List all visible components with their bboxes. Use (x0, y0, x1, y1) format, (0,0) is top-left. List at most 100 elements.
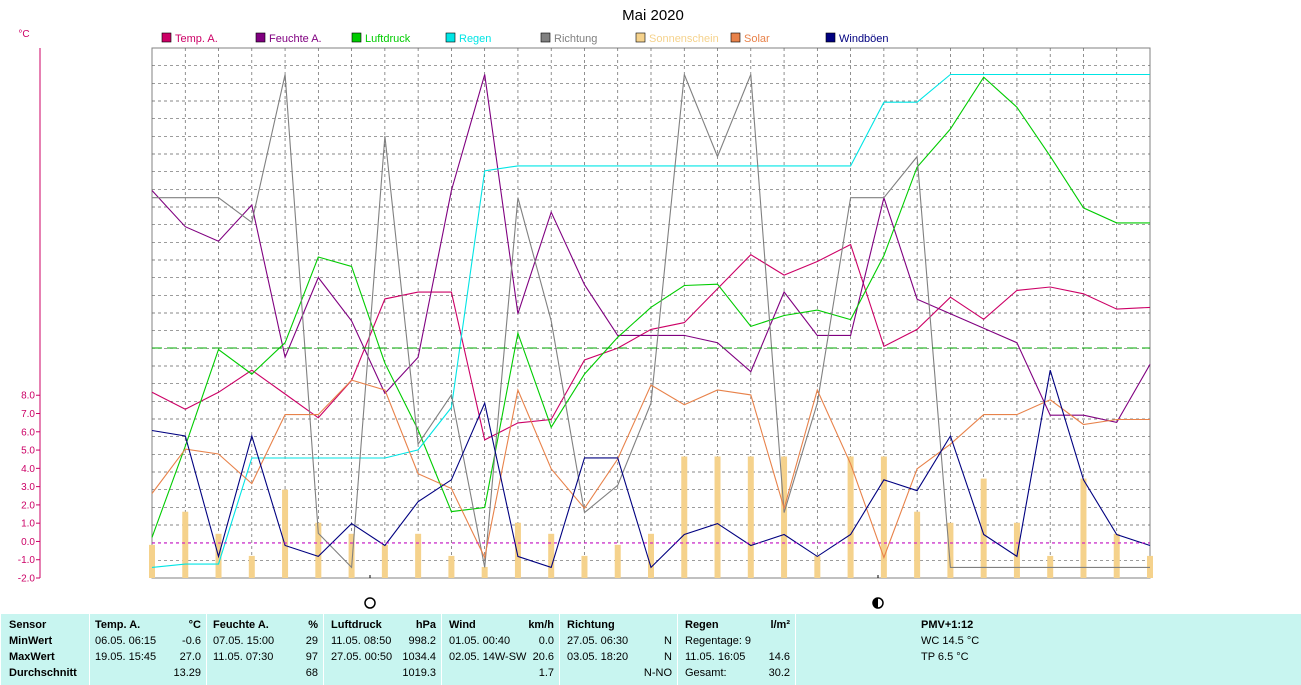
legend-item: Regen (445, 32, 491, 45)
luftdruck-min-time: 11.05. 08:50 (331, 635, 392, 647)
luftdruck-header: Luftdruck (331, 619, 382, 631)
pmv-tp: TP 6.5 °C (921, 651, 969, 663)
moon-full (364, 597, 376, 609)
feuchte-min-time: 07.05. 15:00 (213, 635, 275, 647)
regen-header: Regen (685, 619, 719, 631)
sunshine-bar (781, 456, 788, 578)
sunshine-bar (514, 522, 521, 578)
temp-unit: °C (188, 619, 201, 631)
wind-min: 0.0 (538, 635, 554, 647)
col-luftdruck: Luftdruck hPa 11.05. 08:50 998.2 27.05. 00… (323, 614, 442, 685)
series-lines (151, 73, 1151, 569)
sunshine-bar (315, 522, 322, 578)
wind-min-time: 01.05. 00:40 (449, 635, 511, 647)
y-tick-label: 6.0 (21, 427, 35, 438)
full-moon-icon (364, 597, 376, 609)
col-feuchte: Feuchte A.% 07.05. 15:00 29 11.05. 07:30 9… (206, 614, 324, 685)
legend-item: Sonnenschein (635, 32, 719, 45)
legend-label: Feuchte A. (269, 33, 322, 45)
legend-label: Windböen (839, 33, 889, 45)
legend-swatch (540, 32, 551, 43)
legend-swatch (161, 32, 172, 43)
series-line-richtung (152, 74, 1150, 569)
sunshine-bar (947, 522, 954, 578)
legend-item: Richtung (540, 32, 597, 45)
y-tick-label: 5.0 (21, 446, 35, 457)
max-label: MaxWert (9, 651, 55, 663)
sunshine-bar (381, 544, 388, 578)
sunshine-bar (481, 566, 488, 578)
luftdruck-max: 1034.4 (402, 651, 436, 663)
y-tick-label: 7.0 (21, 409, 35, 420)
chart-title: Mai 2020 (622, 7, 684, 24)
legend-item: Temp. A. (161, 32, 218, 45)
y-tick-label: -1.0 (18, 555, 36, 566)
y-unit-label: °C (18, 29, 29, 40)
sunshine-bar (1013, 522, 1020, 578)
sunshine-bar (248, 555, 255, 578)
sunshine-bar (415, 533, 422, 578)
moon-new (872, 597, 884, 609)
luftdruck-avg: 1019.3 (402, 667, 436, 679)
sunshine-bar (282, 489, 289, 578)
sunshine-bar (648, 533, 654, 578)
sensor-header: Sensor (9, 619, 47, 631)
y-tick-label: 2.0 (21, 500, 35, 511)
regen-gesamt: 30.2 (768, 667, 790, 679)
sunshine-bar (149, 544, 155, 578)
sunshine-bar (814, 555, 821, 578)
legend-label: Solar (744, 33, 770, 45)
feuchte-unit: % (308, 619, 318, 631)
y-ticks: 8.0 7.0 6.0 5.0 4.0 3.0 2.0 1.0 0.0 -1.0 -2.0 (18, 391, 40, 585)
new-moon-shade (873, 598, 878, 608)
temp-avg: 13.29 (173, 667, 201, 679)
temp-header: Temp. A. (95, 619, 141, 631)
sunshine-bar (980, 478, 987, 578)
legend-swatch (635, 32, 646, 43)
series-line-luftdruck (151, 76, 1150, 538)
sunshine-bar (880, 456, 887, 578)
series-line-temp-a- (151, 243, 1151, 441)
feuchte-header: Feuchte A. (213, 619, 269, 631)
legend-label: Regen (459, 33, 491, 45)
sunshine-bar (914, 511, 921, 578)
regen-gesamt-label: Gesamt: (685, 667, 727, 679)
col-richtung: Richtung 27.05. 06:30 N 03.05. 18:20 N N-N… (559, 614, 678, 685)
wind-header: Wind (449, 619, 476, 631)
richtung-header: Richtung (567, 619, 615, 631)
wind-max-time: 02.05. 14W-SW (449, 651, 527, 663)
series-line-windb-en (151, 370, 1151, 569)
col-pmv: PMV+1:12 WC 14.5 °C TP 6.5 °C (795, 614, 1301, 685)
legend-label: Luftdruck (365, 33, 411, 45)
sunshine-bar (681, 456, 688, 578)
weather-chart: Mai 2020 °C Temp. A. Feuchte A. Luftdruck R… (18, 7, 1153, 609)
temp-min-time: 06.05. 06:15 (95, 635, 157, 647)
y-tick-label: -2.0 (18, 574, 36, 585)
feuchte-max: 97 (305, 651, 318, 663)
legend-label: Temp. A. (175, 33, 218, 45)
legend-item: Windböen (825, 32, 889, 45)
legend-swatch (730, 32, 741, 43)
sunshine-bar (1080, 478, 1087, 578)
sunshine-bar (348, 533, 355, 578)
luftdruck-min: 998.2 (408, 635, 436, 647)
legend-item: Solar (730, 32, 770, 45)
wind-avg: 1.7 (538, 667, 554, 679)
temp-max-time: 19.05. 15:45 (95, 651, 157, 663)
y-tick-label: 8.0 (21, 391, 35, 402)
y-tick-label: 3.0 (21, 482, 35, 493)
legend-item: Feuchte A. (255, 32, 322, 45)
sunshine-bar (182, 511, 189, 578)
y-tick-label: 0.0 (21, 537, 35, 548)
regen-max-time: 11.05. 16:05 (685, 651, 746, 663)
y-tick-label: 1.0 (21, 519, 35, 530)
legend: Temp. A. Feuchte A. Luftdruck Regen Richtung… (161, 32, 889, 45)
sunshine-bar (581, 555, 588, 578)
feuchte-avg: 68 (305, 667, 318, 679)
wind-max: 20.6 (532, 651, 554, 663)
regen-unit: l/m² (770, 619, 790, 631)
col-temp: Temp. A. °C 06.05. 06:15 -0.6 19.05. 15:45… (89, 614, 207, 685)
col-regen: Regen l/m² Regentage: 9 11.05. 16:05 14.6 … (677, 614, 796, 685)
legend-swatch (825, 32, 836, 43)
temp-min: -0.6 (182, 635, 201, 647)
